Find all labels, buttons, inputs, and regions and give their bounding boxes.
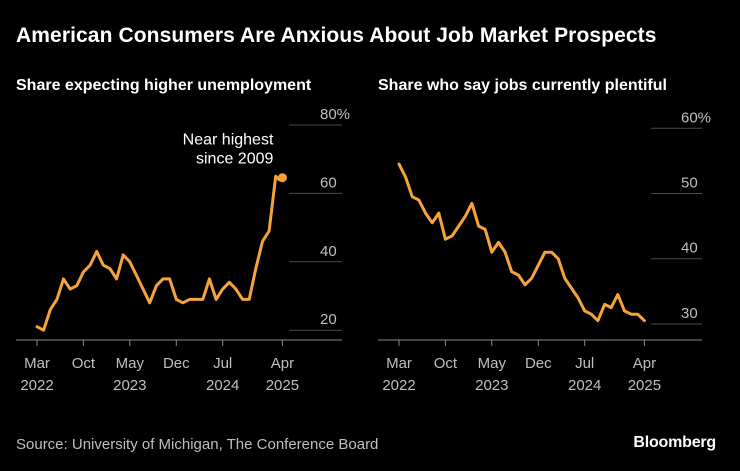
annotation-dot	[277, 173, 287, 183]
x-tick-year-label: 2023	[113, 377, 146, 394]
x-tick-year-label: 2024	[568, 377, 601, 394]
x-tick-year-label: 2022	[20, 377, 53, 394]
annotation-label: Near highest	[183, 132, 274, 149]
x-tick-label: Apr	[633, 355, 656, 372]
series-line	[35, 174, 284, 332]
y-tick-label: 50	[681, 175, 698, 192]
series-line	[397, 162, 646, 323]
left-panel-title: Share expecting higher unemployment	[16, 77, 312, 94]
y-tick-label: 40	[681, 240, 698, 257]
x-tick-label: Mar	[24, 355, 50, 372]
y-tick-label: 60%	[681, 109, 711, 126]
y-tick-label: 40	[320, 243, 337, 260]
x-tick-year-label: 2022	[382, 377, 415, 394]
x-tick-year-label: 2023	[475, 377, 508, 394]
x-tick-label: Dec	[525, 355, 552, 372]
y-tick-label: 60	[320, 174, 337, 191]
y-tick-label: 20	[320, 311, 337, 328]
x-tick-label: Mar	[386, 355, 412, 372]
x-tick-label: May	[478, 355, 507, 372]
x-tick-label: Oct	[72, 355, 96, 372]
x-tick-label: Dec	[163, 355, 190, 372]
y-tick-label: 80%	[320, 106, 350, 123]
x-tick-year-label: 2025	[266, 377, 299, 394]
x-tick-label: Jul	[213, 355, 232, 372]
chart-title: American Consumers Are Anxious About Job…	[16, 24, 657, 47]
source-note: Source: University of Michigan, The Conf…	[16, 436, 379, 453]
bloomberg-logo: Bloomberg	[633, 434, 716, 451]
x-tick-year-label: 2024	[206, 377, 239, 394]
left-chart-panel: 80% 60 40 20 Mar 2022 Oct May 2023 Dec Jul 2024 Apr 2…	[16, 106, 350, 394]
x-tick-label: May	[116, 355, 145, 372]
x-tick-label: Apr	[271, 355, 294, 372]
x-tick-label: Jul	[575, 355, 594, 372]
x-tick-label: Oct	[434, 355, 458, 372]
y-tick-label: 30	[681, 305, 698, 322]
right-panel-title: Share who say jobs currently plentiful	[378, 77, 667, 94]
x-tick-year-label: 2025	[628, 377, 661, 394]
right-chart-panel: 60% 50 40 30 Mar 2022 Oct May 2023 Dec Jul 2024 Apr 2…	[378, 109, 711, 394]
annotation-label: since 2009	[196, 151, 273, 168]
